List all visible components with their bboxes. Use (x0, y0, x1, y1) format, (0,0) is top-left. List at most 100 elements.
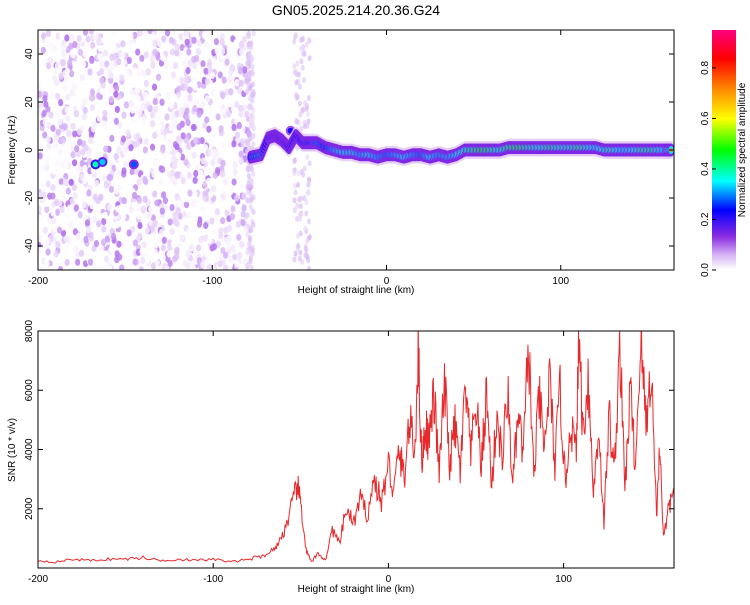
spectrogram-noise-cell (178, 33, 184, 41)
spectrogram-noise-cell (197, 236, 204, 244)
spectrogram-noise-cell (226, 235, 232, 243)
spectrogram-noise-cell (129, 168, 135, 176)
spectrogram-noise-cell (302, 165, 307, 172)
spectrogram-noise-cell (292, 197, 297, 204)
spectrogram-noise-cell (73, 110, 79, 118)
spectrogram-noise-layer (38, 30, 312, 270)
spectrogram-noise-cell (246, 141, 251, 148)
spectrogram-noise-cell (249, 253, 254, 260)
spectrogram-noise-cell (71, 183, 77, 192)
spectrogram-noise-cell (140, 205, 147, 213)
spectrogram-noise-cell (135, 94, 141, 102)
spectrogram-noise-cell (198, 169, 204, 177)
spectrogram-noise-cell (125, 30, 131, 38)
spectrogram-noise-cell (184, 38, 190, 46)
spectrogram-noise-cell (168, 36, 175, 44)
spectrogram-noise-cell (162, 197, 169, 205)
spectrogram-noise-cell (77, 211, 83, 219)
spectrogram-noise-cell (199, 198, 205, 207)
spectrogram-noise-cell (69, 70, 75, 78)
spectrogram-noise-cell (298, 45, 303, 52)
spectrogram-noise-cell (166, 137, 172, 146)
spectrogram-noise-cell (45, 248, 51, 256)
spectrogram-noise-cell (107, 174, 114, 182)
spectrogram-noise-cell (192, 104, 198, 113)
spectrogram-noise-cell (193, 54, 200, 63)
spectrogram-noise-cell (251, 170, 256, 177)
spectrogram-noise-cell (245, 212, 250, 219)
spectrogram-noise-cell (143, 79, 150, 88)
spectrogram-noise-cell (251, 209, 256, 216)
spectrogram-noise-cell (120, 212, 127, 221)
spectrogram-noise-cell (185, 212, 192, 220)
spectrogram-noise-cell (89, 88, 96, 96)
colorbar-tick-label: 0.4 (700, 162, 711, 176)
spectrogram-noise-cell (44, 199, 50, 208)
spectrogram-noise-cell (97, 52, 103, 61)
spectrogram-noise-cell (83, 235, 89, 244)
spectrogram-noise-cell (296, 181, 301, 188)
spectrogram-noise-cell (307, 160, 312, 167)
spectrogram-noise-cell (38, 100, 44, 109)
colorbar-label: Normalized spectral amplitude (737, 82, 748, 217)
spectrogram-noise-cell (225, 96, 231, 105)
spectrogram-noise-cell (208, 190, 214, 198)
spectrogram-noise-cell (44, 164, 50, 172)
spectrogram-noise-cell (187, 86, 193, 94)
spectrogram-noise-cell (55, 128, 61, 136)
spectrogram-noise-cell (106, 203, 113, 211)
spectrogram-noise-cell (51, 74, 57, 83)
spectrogram-noise-cell (179, 100, 185, 108)
spectrogram-noise-cell (117, 253, 123, 261)
spectrogram-noise-cell (101, 264, 107, 270)
spectrogram-noise-cell (149, 225, 155, 233)
spectrogram-noise-cell (172, 141, 179, 149)
spectrogram-noise-cell (234, 260, 240, 268)
colorbar-ticks: 0.0 0.2 0.4 0.6 0.8 (700, 61, 716, 277)
spectrogram-noise-cell (211, 148, 217, 156)
spectrogram-noise-cell (120, 60, 126, 68)
spectrogram-noise-cell (250, 54, 255, 61)
spectrogram-noise-cell (150, 61, 156, 69)
spectrogram-noise-cell (50, 192, 56, 200)
spectrogram-noise-cell (139, 94, 145, 102)
spectrogram-noise-cell (113, 152, 119, 161)
spectrogram-noise-cell (157, 40, 163, 48)
spectrogram-noise-cell (297, 212, 302, 219)
spectrogram-noise-cell (238, 104, 244, 113)
spectrogram-noise-cell (62, 83, 68, 92)
spectrogram-noise-cell (303, 252, 308, 259)
spectrogram-noise-cell (300, 35, 305, 42)
spectrogram-noise-cell (249, 196, 254, 203)
spectrogram-noise-cell (245, 266, 250, 270)
chart-title: GN05.2025.214.20.36.G24 (272, 2, 440, 18)
spectrogram-noise-cell (104, 60, 110, 68)
spectrogram-noise-cell (251, 30, 256, 37)
spectrogram-noise-cell (205, 30, 211, 36)
spectrogram-noise-cell (189, 244, 195, 252)
spectrogram-noise-cell (165, 153, 171, 161)
spectrogram-noise-cell (301, 106, 306, 113)
spectrogram-noise-cell (132, 67, 138, 75)
spectrogram-noise-cell (307, 234, 312, 241)
spectrogram-noise-cell (144, 227, 150, 235)
spectrogram-noise-cell (114, 84, 120, 92)
spectrogram-noise-cell (233, 39, 239, 47)
spectrogram-noise-cell (69, 89, 75, 97)
spectrogram-noise-cell (247, 50, 252, 57)
spectrogram-noise-cell (44, 156, 50, 164)
spectrogram-noise-cell (65, 115, 71, 123)
spectrogram-noise-cell (202, 209, 208, 217)
spectrogram-noise-cell (106, 259, 112, 267)
spectrogram-noise-cell (149, 143, 156, 151)
spectrogram-noise-cell (211, 57, 217, 65)
spectrogram-noise-cell (38, 205, 42, 213)
spectrogram-noise-cell (248, 118, 253, 125)
spectrogram-noise-cell (204, 168, 210, 176)
spectrogram-noise-cell (68, 178, 74, 186)
spectrogram-noise-cell (301, 171, 306, 178)
spectrogram-noise-cell (125, 69, 131, 78)
spectrogram-noise-cell (298, 203, 303, 210)
spectrogram-noise-cell (182, 259, 188, 267)
spectrogram-noise-cell (206, 61, 212, 69)
